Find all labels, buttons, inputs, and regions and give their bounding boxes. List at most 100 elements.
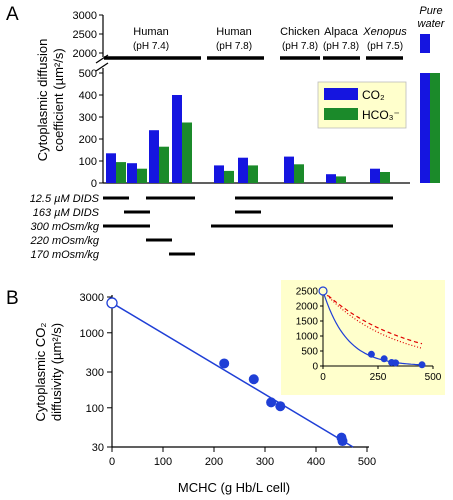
- panel-b-inset: 0 500 1000 1500 2000 2500 0 250 500: [281, 280, 445, 395]
- bar-hco3: [294, 164, 304, 183]
- panel-a-bar-chart: Cytoplasmic diffusioncoefficient (µm²/s)…: [30, 5, 446, 261]
- y-tick-label: 1000: [80, 328, 104, 340]
- bar-hco3: [248, 165, 258, 183]
- x-tick-label: 200: [205, 456, 223, 468]
- y-tick-label: 3000: [80, 292, 104, 304]
- bar-co2: [420, 73, 430, 183]
- inset-point: [392, 359, 400, 367]
- bar-hco3: [336, 176, 346, 183]
- x-tick-label: 300: [256, 456, 274, 468]
- group-ph-label: (pH 7.8): [282, 41, 318, 52]
- condition-label: 170 mOsm/kg: [31, 249, 100, 261]
- panel-a-y-axis-label: Cytoplasmic diffusioncoefficient (µm²/s): [35, 39, 66, 162]
- inset-dashed-curve: [322, 290, 423, 345]
- y-axis-label-b: Cytoplasmic CO₂diffusivity (µm²/s): [33, 323, 64, 422]
- bar-hco3: [159, 146, 169, 183]
- y-axis-label-line: coefficient (µm²/s): [51, 48, 66, 151]
- legend-label-co2: CO₂: [362, 88, 385, 102]
- y-tick-label: 400: [79, 90, 97, 102]
- panel-b-points: [106, 297, 348, 447]
- panel-b-fit-line: [111, 302, 354, 448]
- inset-x-tick-label: 0: [320, 372, 326, 383]
- data-point: [266, 397, 277, 408]
- y-axis-label-line: Cytoplasmic diffusion: [35, 39, 50, 162]
- group-ph-label: (pH 7.8): [323, 41, 359, 52]
- data-point: [337, 436, 348, 447]
- bar-co2: [238, 157, 248, 183]
- panel-b-ticks: 30 100 300 1000 3000 0 100 200 300 400 500: [80, 292, 377, 468]
- panel-a-group-labels: Human(pH 7.4)Human(pH 7.8)Chicken(pH 7.8…: [104, 5, 446, 60]
- panel-b-label: B: [6, 288, 19, 309]
- group-label-line: Pure: [419, 5, 442, 17]
- y-tick-label: 300: [79, 112, 97, 124]
- y-axis-label-a: Cytoplasmic diffusioncoefficient (µm²/s): [35, 39, 66, 162]
- y-tick-label: 200: [79, 134, 97, 146]
- condition-label: 12.5 µM DIDS: [30, 193, 100, 205]
- y-tick-label: 2500: [73, 29, 97, 41]
- group-label-line: water: [418, 18, 446, 30]
- inset-point: [367, 350, 375, 358]
- bar-co2-upper: [420, 34, 430, 53]
- y-axis-label-line: diffusivity (µm²/s): [49, 323, 64, 421]
- inset-y-tick-label: 0: [312, 362, 318, 373]
- legend-swatch-co2: [324, 88, 358, 100]
- panel-a-conditions: 12.5 µM DIDS 163 µM DIDS 300 mOsm/kg 220 mO…: [30, 193, 393, 261]
- y-tick-label: 2000: [73, 48, 97, 60]
- x-tick-label: 100: [154, 456, 172, 468]
- panel-b-x-axis-label: MCHC (g Hb/L cell): [178, 480, 290, 495]
- data-point: [275, 401, 286, 412]
- bar-co2: [149, 130, 159, 183]
- group-label: Alpaca: [324, 26, 359, 38]
- data-point: [248, 374, 259, 385]
- y-tick-label: 3000: [73, 10, 97, 22]
- y-tick-label: 100: [86, 403, 104, 415]
- inset-y-tick-label: 1500: [296, 317, 319, 328]
- panel-a-legend: CO₂ HCO₃⁻: [317, 81, 407, 129]
- x-tick-label: 0: [109, 456, 115, 468]
- bar-co2: [172, 95, 182, 183]
- inset-point-open: [318, 286, 328, 296]
- bar-hco3: [182, 122, 192, 183]
- inset-background: [281, 280, 445, 395]
- x-tick-label: 500: [358, 456, 376, 468]
- group-label: Human: [216, 26, 251, 38]
- fit-line: [111, 302, 354, 448]
- panel-b-y-axis-label: Cytoplasmic CO₂diffusivity (µm²/s): [33, 323, 64, 422]
- group-ph-label: (pH 7.4): [133, 41, 169, 52]
- y-axis-label-line: Cytoplasmic CO₂: [33, 323, 48, 422]
- y-tick-label: 0: [91, 178, 97, 190]
- panel-b-scatter-chart: Cytoplasmic CO₂diffusivity (µm²/s) MCHC …: [33, 280, 445, 495]
- condition-label: 220 mOsm/kg: [30, 235, 100, 247]
- legend-label-hco3: HCO₃⁻: [362, 108, 400, 122]
- bar-co2: [127, 163, 137, 183]
- bar-hco3: [224, 170, 234, 183]
- inset-y-tick-label: 2500: [296, 287, 319, 298]
- bar-co2: [284, 156, 294, 183]
- panel-a-bars: [106, 34, 440, 183]
- bar-co2: [370, 168, 380, 183]
- bar-hco3: [137, 168, 147, 183]
- inset-y-tick-label: 500: [301, 347, 318, 358]
- inset-x-tick-label: 500: [425, 372, 442, 383]
- y-tick-label: 300: [86, 367, 104, 379]
- condition-label: 300 mOsm/kg: [31, 221, 100, 233]
- condition-label: 163 µM DIDS: [33, 207, 100, 219]
- bar-hco3: [116, 162, 126, 183]
- group-label: Human: [133, 26, 168, 38]
- axis-a-break-mark: [95, 62, 109, 72]
- bar-co2: [214, 165, 224, 183]
- bar-co2: [106, 153, 116, 183]
- inset-x-tick-label: 250: [370, 372, 387, 383]
- inset-point: [380, 355, 388, 363]
- group-label: Xenopus: [362, 26, 407, 38]
- bar-co2: [326, 174, 336, 183]
- data-point: [219, 358, 230, 369]
- inset-y-tick-label: 2000: [296, 302, 319, 313]
- y-tick-label: 500: [79, 68, 97, 80]
- group-ph-label: (pH 7.8): [216, 41, 252, 52]
- legend-swatch-hco3: [324, 108, 358, 120]
- inset-y-tick-label: 1000: [296, 332, 319, 343]
- bar-hco3: [380, 172, 390, 183]
- y-tick-label: 100: [79, 156, 97, 168]
